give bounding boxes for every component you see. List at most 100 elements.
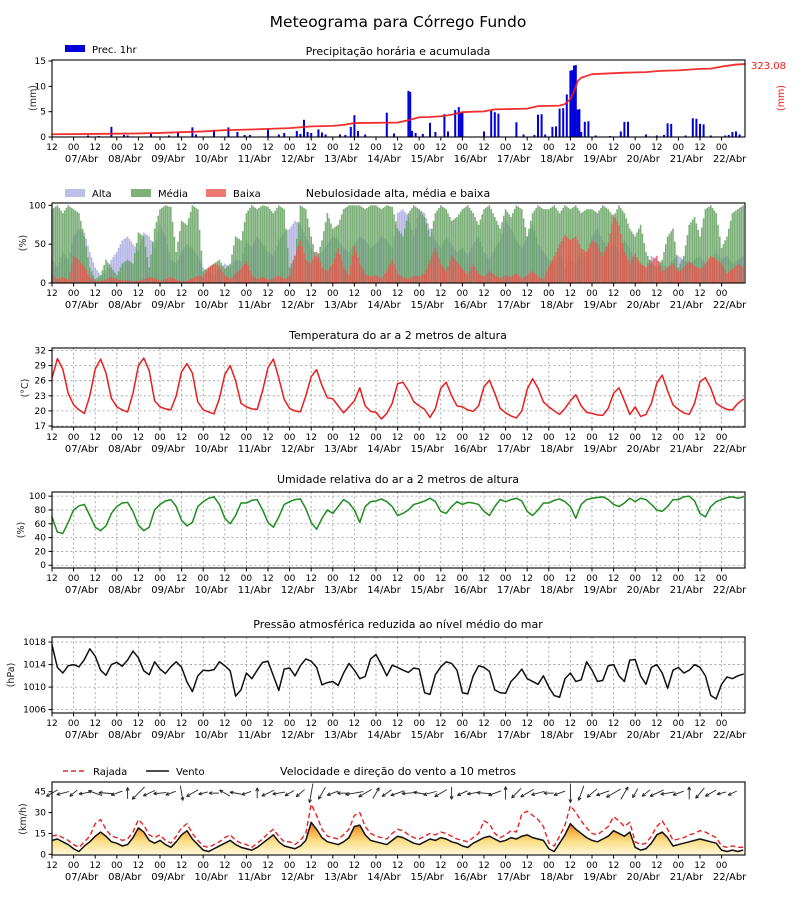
cloud-bar-baixa — [387, 267, 390, 283]
cloud-bar-média — [366, 207, 368, 283]
precip-bar — [126, 135, 129, 137]
cloud-bar-média — [107, 262, 109, 283]
cloud-bar-baixa — [517, 275, 519, 283]
x-date-label: 21/Abr — [670, 585, 704, 596]
cloud-bar-média — [711, 207, 714, 283]
cloud-bar-média — [168, 206, 170, 283]
cloud-bar-baixa — [549, 263, 552, 283]
x-tick-label: 12 — [133, 433, 144, 443]
wind-arrow-head — [345, 794, 350, 797]
cloud-bar-média — [405, 220, 408, 283]
cloud-bar-baixa — [319, 262, 321, 283]
x-date-label: 08/Abr — [108, 300, 142, 311]
x-tick-label: 12 — [133, 574, 144, 584]
wind-arrow — [318, 786, 326, 800]
cloud-bar-média — [663, 251, 665, 283]
x-tick-label: 12 — [349, 719, 360, 729]
precip-bar — [571, 70, 574, 137]
cloud-bar-média — [497, 224, 500, 283]
cloud-bar-média — [279, 206, 282, 283]
cloud-bar-média — [402, 236, 404, 283]
cloud-bar-baixa — [420, 275, 422, 283]
cloud-bar-baixa — [72, 255, 75, 283]
x-date-label: 22/Abr — [713, 300, 747, 311]
wind-arrow-head — [131, 795, 134, 800]
cloud-bar-média — [641, 233, 644, 283]
x-tick-label: 12 — [133, 719, 144, 729]
cloud-bar-média — [668, 233, 671, 283]
cloud-bar-baixa — [585, 251, 588, 283]
cloud-bar-baixa — [90, 278, 93, 283]
x-date-label: 10/Abr — [194, 300, 228, 311]
cloud-bar-baixa — [598, 248, 600, 283]
x-tick-label: 12 — [133, 289, 144, 299]
wind-arrow-head — [261, 792, 265, 797]
cloud-bar-baixa — [83, 267, 86, 283]
cloud-bar-baixa — [652, 259, 654, 283]
cloud-bar-baixa — [738, 264, 741, 283]
cloud-bar-média — [132, 263, 134, 283]
wind-arrow-head — [272, 791, 276, 795]
wind-arrow — [153, 792, 167, 795]
cloud-bar-baixa — [535, 274, 537, 283]
wind-arrow-head — [687, 786, 690, 791]
wind-arrow-head — [256, 787, 260, 792]
x-tick-label: 00 — [413, 861, 425, 871]
x-tick-label: 00 — [413, 433, 425, 443]
x-tick-label: 00 — [68, 143, 80, 153]
x-tick-label: 00 — [543, 433, 555, 443]
cloud-bar-média — [499, 228, 501, 283]
cloud-bar-média — [623, 213, 626, 283]
x-tick-label: 12 — [219, 289, 230, 299]
cloud-bar-baixa — [405, 278, 408, 283]
wind-arrow-head — [88, 790, 92, 794]
wind-arrow-head — [78, 791, 83, 795]
precip-bar — [123, 134, 125, 137]
cloud-bar-baixa — [380, 278, 383, 283]
x-tick-label: 00 — [284, 143, 296, 153]
wind-arrow — [272, 791, 286, 795]
x-tick-label: 12 — [694, 143, 705, 153]
cloud-bar-média — [152, 241, 154, 283]
cloud-bar-baixa — [447, 266, 449, 283]
cloud-bar-média — [326, 213, 329, 283]
cloud-bar-baixa — [411, 276, 413, 283]
x-tick-label: 12 — [694, 574, 705, 584]
cloud-bar-média — [643, 242, 645, 283]
x-tick-label: 00 — [413, 719, 425, 729]
cloud-bar-média — [506, 211, 509, 283]
x-date-label: 11/Abr — [238, 585, 272, 596]
x-date-label: 08/Abr — [108, 872, 142, 883]
x-tick-label: 12 — [521, 289, 532, 299]
x-tick-label: 00 — [716, 433, 728, 443]
cloud-bar-baixa — [251, 275, 253, 283]
x-tick-label: 00 — [197, 861, 209, 871]
precip-bar — [594, 135, 597, 137]
cloud-bar-baixa — [647, 265, 649, 283]
cloud-bar-baixa — [587, 248, 590, 283]
cloud-bar-baixa — [180, 281, 183, 283]
x-date-label: 21/Abr — [670, 300, 704, 311]
cloud-bar-média — [341, 214, 343, 283]
x-date-label: 19/Abr — [583, 730, 617, 741]
cloud-bar-baixa — [197, 275, 199, 283]
wind-arrow — [423, 790, 437, 796]
cloud-bar-média — [328, 218, 330, 283]
wind-arrow-head — [413, 791, 417, 795]
precip-bar — [666, 123, 669, 137]
cloud-bar-baixa — [312, 259, 314, 283]
precip-bar — [670, 123, 673, 137]
cloud-bar-média — [418, 209, 420, 283]
x-tick-label: 12 — [46, 719, 57, 729]
x-tick-label: 12 — [608, 289, 619, 299]
cloud-bar-baixa — [341, 260, 343, 283]
cloud-bar-baixa — [672, 263, 674, 283]
x-tick-label: 00 — [629, 289, 641, 299]
precip-bar — [236, 131, 239, 137]
cloud-bar-média — [301, 206, 303, 283]
cloud-bar-baixa — [425, 269, 428, 283]
cloud-bar-média — [440, 205, 442, 283]
ylabel-wind: (km/h) — [18, 803, 29, 834]
wind-area — [52, 822, 744, 855]
x-date-label: 16/Abr — [454, 300, 488, 311]
